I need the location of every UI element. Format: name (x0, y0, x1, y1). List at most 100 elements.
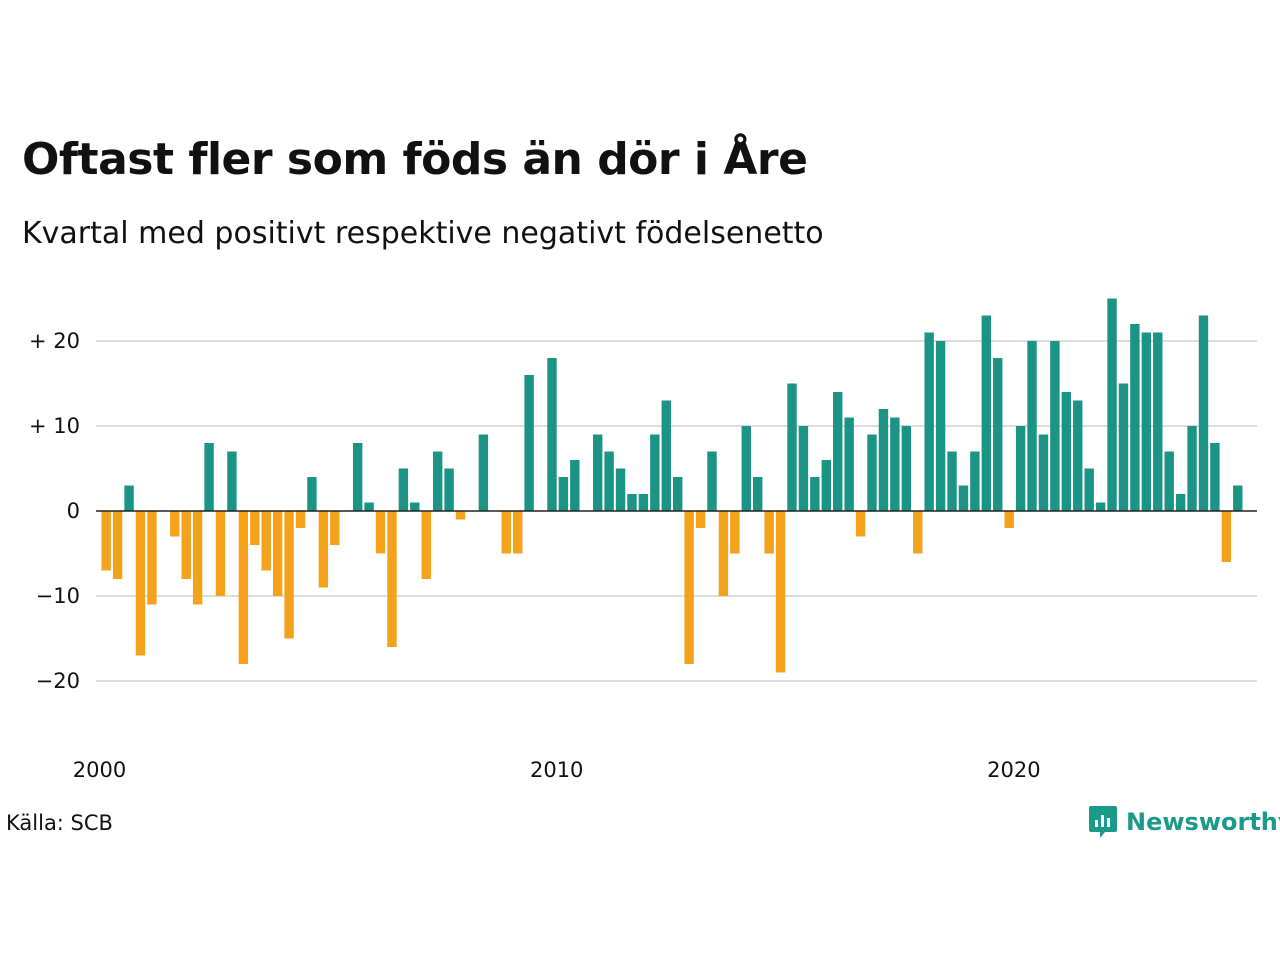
bar-positive (1084, 468, 1094, 511)
brand-name: Newsworthy (1126, 808, 1280, 836)
bar-positive (821, 460, 831, 511)
bar-negative (272, 511, 283, 596)
bar-positive (524, 375, 534, 511)
bar-positive (935, 341, 946, 511)
bar-positive (615, 468, 626, 511)
bar-positive (1164, 451, 1174, 511)
bar-negative (775, 511, 786, 673)
bar-negative (318, 511, 329, 588)
bar-positive (958, 485, 969, 511)
bar-positive (993, 358, 1003, 511)
bar-positive (878, 409, 889, 511)
bar-positive (307, 477, 317, 511)
bar-negative (375, 511, 386, 554)
bar-positive (352, 443, 363, 511)
bar-positive (1141, 332, 1152, 511)
bar-positive (798, 426, 809, 511)
bar-positive (901, 426, 911, 511)
source-note: Källa: SCB (6, 811, 113, 835)
bar-negative (684, 511, 694, 664)
bar-negative (421, 511, 431, 579)
bar-positive (1038, 434, 1049, 511)
bar-negative (1004, 511, 1014, 528)
bar-negative (295, 511, 306, 528)
bar-positive (844, 417, 854, 511)
bar-positive (444, 468, 454, 511)
bar-positive (638, 494, 649, 511)
y-tick-label: 0 (67, 499, 80, 523)
bar-negative (855, 511, 866, 537)
y-tick-label: + 10 (29, 414, 80, 438)
bar-positive (890, 417, 900, 511)
bar-positive (673, 477, 683, 511)
bar-positive (661, 400, 671, 511)
bar-positive (204, 443, 214, 511)
axis-labels: + 20 + 10 0 −10 −20 2000 2010 2020 (29, 329, 1257, 782)
bar-positive (970, 451, 980, 511)
bar-positive (1233, 485, 1243, 511)
bar-negative (695, 511, 706, 528)
bar-negative (112, 511, 123, 579)
bar-negative (135, 511, 146, 656)
bar-negative (238, 511, 249, 664)
bar-positive (558, 477, 569, 511)
bar-positive (627, 494, 637, 511)
bar-positive (547, 358, 557, 511)
bar-positive (833, 392, 843, 511)
bar-negative (913, 511, 923, 554)
bar-positive (1015, 426, 1026, 511)
bar-negative (330, 511, 340, 545)
chart-title: Oftast fler som föds än dör i Åre (22, 134, 808, 185)
bar-positive (650, 434, 660, 511)
bar-negative (192, 511, 203, 605)
bar-positive (227, 451, 237, 511)
x-tick-label: 2010 (530, 758, 583, 782)
chart-subtitle: Kvartal med positivt respektive negativt… (22, 216, 824, 251)
bar-positive (741, 426, 751, 511)
bar-positive (1095, 502, 1106, 511)
bar-negative (147, 511, 157, 605)
bar-positive (1061, 392, 1072, 511)
bar-positive (1198, 315, 1209, 511)
bar-positive (1153, 332, 1163, 511)
bar-negative (512, 511, 523, 554)
bar-negative (455, 511, 466, 520)
bar-positive (787, 383, 797, 511)
x-tick-label: 2000 (73, 758, 126, 782)
bar-negative (764, 511, 774, 554)
bar-positive (592, 434, 603, 511)
newsworthy-logo-icon (1089, 806, 1117, 838)
bar-negative (387, 511, 397, 647)
bar-negative (101, 511, 111, 571)
bar-negative (170, 511, 180, 537)
bar-positive (810, 477, 820, 511)
bar-positive (398, 468, 409, 511)
bar-negative (181, 511, 191, 579)
bar-negative (730, 511, 740, 554)
bar-positive (1210, 443, 1220, 511)
y-tick-label: −20 (36, 669, 80, 693)
bars (101, 298, 1243, 673)
bar-positive (432, 451, 443, 511)
bar-positive (1187, 426, 1197, 511)
bar-negative (284, 511, 294, 639)
bar-negative (215, 511, 226, 596)
bar-positive (1050, 341, 1060, 511)
bar-positive (707, 451, 717, 511)
bar-positive (947, 451, 957, 511)
bar-positive (364, 502, 374, 511)
bar-positive (753, 477, 763, 511)
bar-positive (410, 502, 420, 511)
bar-positive (604, 451, 614, 511)
bar-positive (570, 460, 580, 511)
bar-negative (1221, 511, 1232, 562)
bar-positive (478, 434, 489, 511)
bar-positive (981, 315, 992, 511)
bar-positive (1107, 298, 1117, 511)
bar-negative (261, 511, 271, 571)
brand-logo[interactable]: Newsworthy (1088, 804, 1280, 840)
y-tick-label: −10 (36, 584, 80, 608)
bar-positive (1027, 341, 1037, 511)
bar-positive (1073, 400, 1083, 511)
